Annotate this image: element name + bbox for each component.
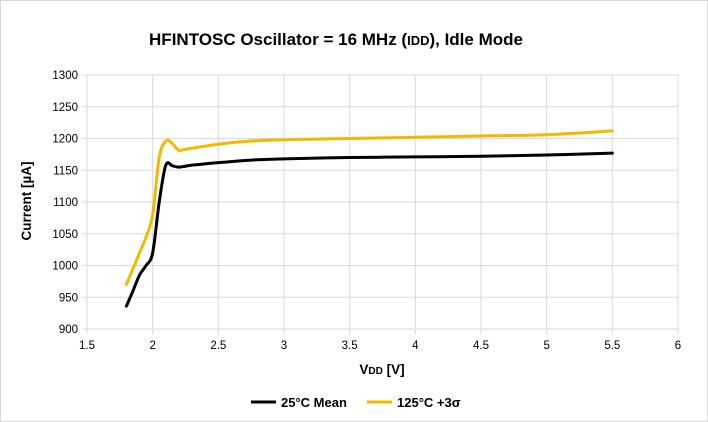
y-tick-label: 1100: [53, 197, 78, 209]
y-tick-labels: 900 950 1000 1050 1100 1150 1200 1250 1300: [52, 70, 78, 336]
legend: 25°C Mean 125°C +3σ: [251, 395, 461, 410]
series-lines: [124, 129, 614, 308]
x-tick-label: 4: [412, 340, 419, 352]
y-tick-label: 1150: [53, 165, 78, 177]
y-tick-label: 950: [59, 292, 78, 304]
x-tick-label: 3.5: [342, 340, 358, 352]
y-axis-label: Current [µA]: [19, 161, 34, 240]
axes: [82, 74, 679, 334]
x-tick-label: 2.5: [210, 340, 226, 352]
x-tick-label: 5.5: [604, 340, 620, 352]
legend-label: 125°C +3σ: [397, 395, 461, 410]
series-line-25c-mean: [124, 151, 614, 308]
y-tick-label: 1250: [52, 102, 78, 114]
x-tick-labels: 1.5 2 2.5 3 3.5 4 4.5 5 5.5 6: [79, 340, 681, 352]
chart-title: HFINTOSC Oscillator = 16 MHz (IDD), Idle…: [149, 30, 523, 49]
x-tick-label: 5: [543, 340, 549, 352]
x-axis-label: VDD [V]: [359, 362, 404, 377]
legend-label: 25°C Mean: [281, 395, 347, 410]
y-tick-label: 1200: [52, 134, 78, 146]
grid-lines: [87, 74, 679, 329]
x-tick-label: 2: [149, 340, 155, 352]
x-tick-label: 6: [675, 340, 681, 352]
x-tick-label: 3: [281, 340, 287, 352]
x-tick-label: 1.5: [79, 340, 95, 352]
y-tick-label: 1300: [52, 70, 78, 82]
y-tick-label: 900: [59, 324, 78, 336]
y-tick-label: 1000: [52, 261, 78, 273]
x-tick-label: 4.5: [473, 340, 489, 352]
y-tick-label: 1050: [52, 229, 78, 241]
series-line-125c-3sigma: [124, 129, 614, 287]
